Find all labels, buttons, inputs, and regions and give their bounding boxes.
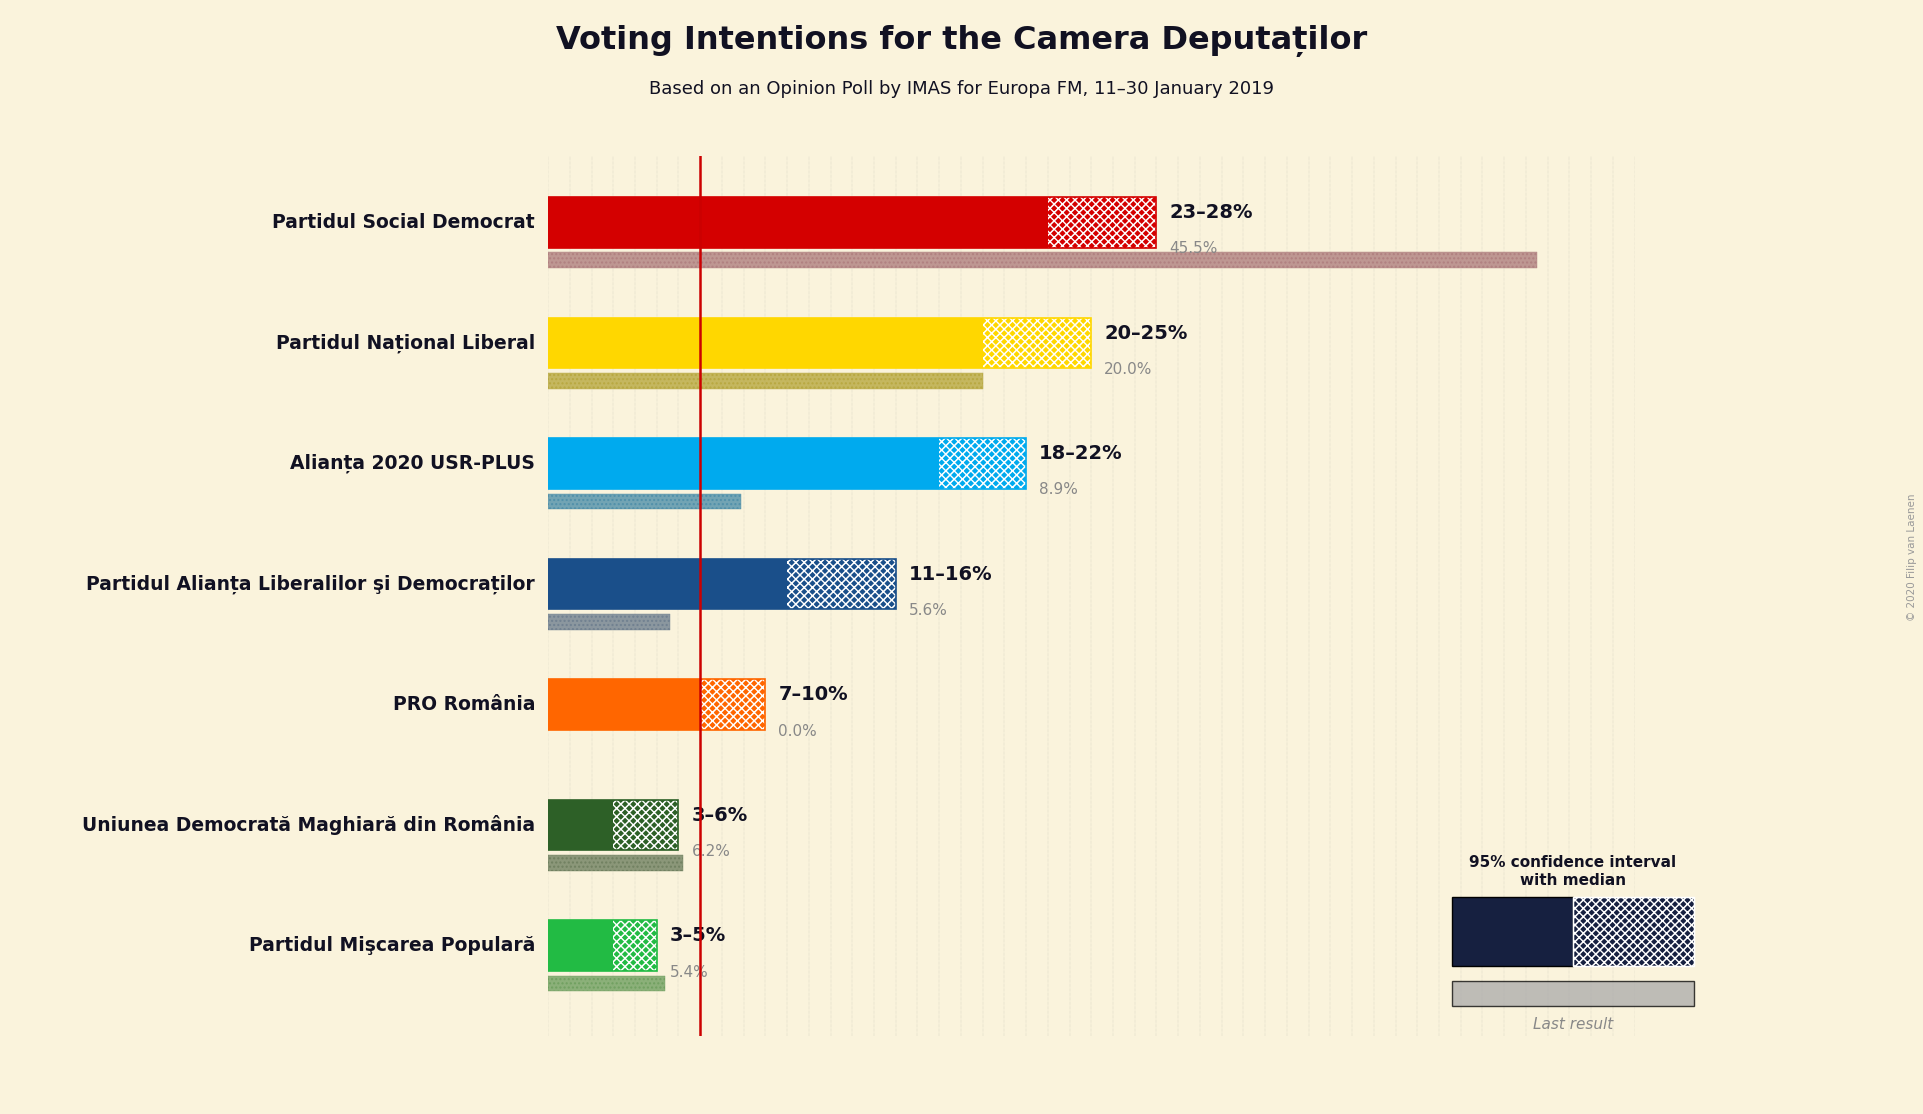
Bar xyxy=(938,438,1027,489)
Text: 6.2%: 6.2% xyxy=(692,844,731,859)
Text: Partidul Național Liberal: Partidul Național Liberal xyxy=(275,333,535,352)
Bar xyxy=(613,920,658,971)
Bar xyxy=(548,856,683,871)
Bar xyxy=(548,680,700,730)
Bar xyxy=(938,438,1027,489)
Bar xyxy=(548,373,983,389)
Text: 18–22%: 18–22% xyxy=(1038,444,1123,463)
Text: Voting Intentions for the Camera Deputaților: Voting Intentions for the Camera Deputaț… xyxy=(556,25,1367,57)
Bar xyxy=(548,438,938,489)
Text: 20.0%: 20.0% xyxy=(1104,362,1152,377)
Text: 95% confidence interval
with median: 95% confidence interval with median xyxy=(1469,856,1677,888)
Bar xyxy=(548,197,1156,247)
Text: 7–10%: 7–10% xyxy=(779,685,848,704)
Bar xyxy=(1048,197,1156,247)
Bar xyxy=(548,494,742,509)
Bar xyxy=(548,800,613,850)
Bar xyxy=(613,800,679,850)
Bar xyxy=(548,253,1536,268)
Text: Based on an Opinion Poll by IMAS for Europa FM, 11–30 January 2019: Based on an Opinion Poll by IMAS for Eur… xyxy=(648,80,1275,98)
Bar xyxy=(700,680,765,730)
Text: 3–5%: 3–5% xyxy=(669,927,727,946)
Bar xyxy=(548,438,1027,489)
Bar xyxy=(787,558,896,609)
Bar xyxy=(613,800,679,850)
Text: Partidul Mişcarea Populară: Partidul Mişcarea Populară xyxy=(248,936,535,955)
Text: Alianța 2020 USR-PLUS: Alianța 2020 USR-PLUS xyxy=(290,453,535,473)
Text: Uniunea Democrată Maghiară din România: Uniunea Democrată Maghiară din România xyxy=(83,815,535,836)
Bar xyxy=(548,197,1048,247)
Text: 11–16%: 11–16% xyxy=(910,565,992,584)
Text: Last result: Last result xyxy=(1533,1017,1613,1032)
Bar xyxy=(787,558,896,609)
Bar xyxy=(613,800,679,850)
Bar xyxy=(787,558,896,609)
Bar xyxy=(548,558,787,609)
Text: 8.9%: 8.9% xyxy=(1038,482,1079,497)
Text: 20–25%: 20–25% xyxy=(1104,324,1188,343)
Bar xyxy=(548,494,742,509)
Bar xyxy=(613,920,658,971)
Bar xyxy=(548,680,765,730)
Bar xyxy=(938,438,1027,489)
Text: 5.4%: 5.4% xyxy=(669,965,708,979)
Bar xyxy=(548,976,665,991)
Bar xyxy=(548,614,669,629)
Bar xyxy=(1048,197,1156,247)
Bar xyxy=(548,558,896,609)
Bar xyxy=(983,317,1090,368)
Bar xyxy=(548,317,1090,368)
Bar xyxy=(700,680,765,730)
Text: Partidul Social Democrat: Partidul Social Democrat xyxy=(273,213,535,232)
Bar xyxy=(983,317,1090,368)
Text: 0.0%: 0.0% xyxy=(779,723,817,739)
Bar xyxy=(548,800,679,850)
Bar xyxy=(548,373,983,389)
Text: Partidul Alianța Liberalilor şi Democraților: Partidul Alianța Liberalilor şi Democraț… xyxy=(87,574,535,594)
Bar xyxy=(548,317,983,368)
Bar xyxy=(983,317,1090,368)
Bar xyxy=(613,920,658,971)
Bar xyxy=(1048,197,1156,247)
Text: 5.6%: 5.6% xyxy=(910,603,948,618)
Text: 45.5%: 45.5% xyxy=(1169,242,1217,256)
Bar xyxy=(548,920,658,971)
Bar xyxy=(548,614,669,629)
Bar xyxy=(548,920,613,971)
Bar xyxy=(548,253,1536,268)
Text: PRO România: PRO România xyxy=(392,695,535,714)
Bar xyxy=(548,856,683,871)
Text: © 2020 Filip van Laenen: © 2020 Filip van Laenen xyxy=(1908,494,1917,620)
Bar xyxy=(700,680,765,730)
Text: 23–28%: 23–28% xyxy=(1169,203,1254,222)
Bar xyxy=(548,976,665,991)
Text: 3–6%: 3–6% xyxy=(692,805,748,824)
